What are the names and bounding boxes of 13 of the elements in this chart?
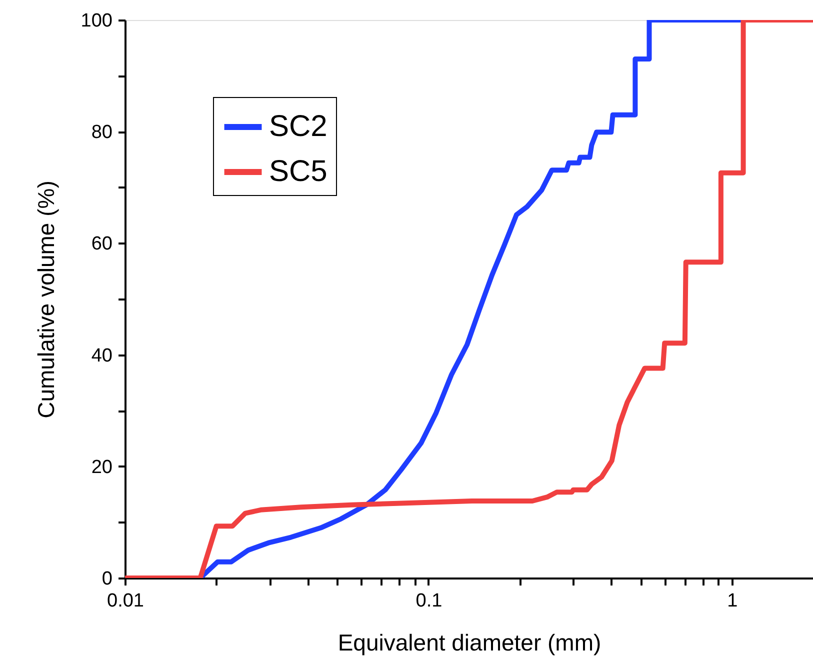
- y-tick-label: 60: [91, 234, 112, 255]
- y-tick-label: 80: [91, 122, 112, 144]
- x-axis-title: Equivalent diameter (mm): [338, 630, 602, 656]
- y-tick-label: 40: [91, 345, 112, 366]
- y-axis-title: Cumulative volume (%): [32, 180, 59, 418]
- y-tick-label: 0: [102, 568, 112, 590]
- x-tick-label: 1: [727, 590, 738, 612]
- y-tick-label: 100: [80, 10, 112, 32]
- x-tick-label: 0.01: [107, 590, 144, 612]
- legend-label: SC2: [269, 110, 328, 143]
- x-tick-label: 0.1: [416, 590, 442, 612]
- legend-label: SC5: [269, 155, 328, 188]
- y-tick-label: 20: [91, 456, 112, 478]
